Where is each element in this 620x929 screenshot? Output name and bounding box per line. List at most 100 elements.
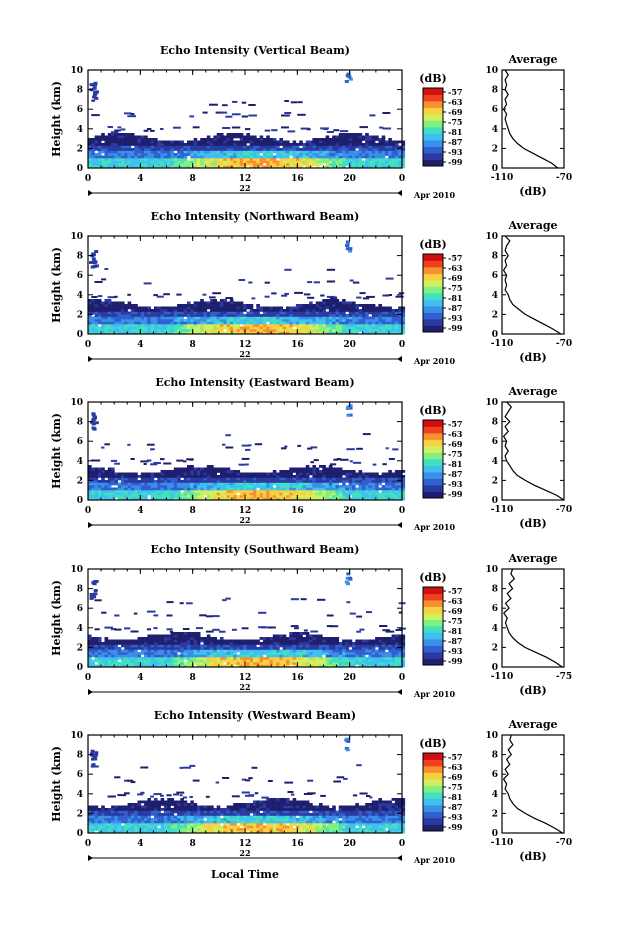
heatmap-cell [305,311,310,315]
heatmap-cell [325,482,330,486]
heatmap-cell [94,306,99,310]
heatmap-cell [150,321,155,325]
heatmap-cell [262,160,267,164]
heatmap-cell [398,148,402,151]
heatmap-cell [239,480,244,483]
heatmap-cell [279,331,283,335]
heatmap-cell [130,652,135,655]
y-tick-label: 2 [77,476,83,486]
heatmap-cell [206,304,211,307]
heatmap-cell [220,165,224,169]
heatmap-cell [210,140,214,144]
heatmap-cell [246,324,250,327]
heatmap-cell [282,637,287,640]
heatmap-cell [206,150,211,154]
heatmap-cell [249,487,254,491]
heatmap-cell [378,155,382,159]
heatmap-cell [338,475,343,478]
heatmap-cell [187,490,191,493]
heatmap-cell [107,487,112,491]
heatmap-cell [253,487,257,491]
heatmap-cell [147,140,151,144]
heatmap-cell [253,480,257,483]
colorbar-tick-label: -81 [448,127,462,137]
heatmap-cell [246,472,250,476]
heatmap-cell [196,326,201,330]
heatmap-cell [256,163,260,166]
heatmap-cell [361,331,366,335]
heatmap-cell [342,316,346,320]
heatmap-cell [193,158,198,161]
heatmap-cell [319,654,323,658]
heatmap-cell [163,150,168,154]
heatmap-cell [101,485,105,488]
heatmap-cell [335,153,340,156]
heatmap-cell [140,495,145,498]
heatmap-cell [322,311,326,315]
heatmap-cell [401,145,406,149]
heatmap-cell [385,480,389,483]
heatmap-cell [203,654,208,658]
heatmap-cell [180,632,184,635]
heatmap-cell [358,495,363,498]
heatmap-cell [134,647,138,650]
heatmap-cell [249,472,254,476]
heatmap-cell [111,331,115,335]
heatmap-cell [190,311,194,315]
heatmap-cell [144,150,148,154]
heatmap-cell [91,639,95,643]
heatmap-cell [286,472,290,476]
heatmap-cell [97,644,102,648]
heatmap-cell [190,148,194,151]
heatmap-cell [121,644,125,648]
heatmap-cell [94,311,99,315]
heatmap-cell [338,309,343,312]
heatmap-cell [361,485,366,488]
heatmap-cell [223,477,227,481]
heatmap-cell [121,497,125,501]
heatmap-cell [352,309,356,312]
y-tick-label: 6 [77,105,83,115]
heatmap-cell [269,306,274,310]
heatmap-cell [144,158,148,161]
heatmap-cell [130,135,135,139]
heatmap-cell [107,477,112,481]
heatmap-cell [292,475,297,478]
heatmap-field [88,404,406,501]
heatmap-cell [127,475,132,478]
heatmap-cell [243,138,247,141]
heatmap-cell [368,324,373,327]
heatmap-cell [371,135,376,139]
heatmap-cell [183,642,188,645]
heatmap-cell [292,632,297,635]
heatmap-cell [253,482,257,486]
heatmap-cell [279,153,283,156]
heatmap-cell [140,306,145,310]
heatmap-cell [213,472,217,476]
heatmap-cell [137,150,142,154]
heatmap-cell [233,311,237,315]
heatmap-cell [196,165,201,169]
heatmap-cell [253,143,257,146]
heatmap-cell [365,145,369,149]
heatmap-cell [177,140,181,144]
heatmap-cell [94,326,99,330]
heatmap-cell [286,652,290,655]
heatmap-cell [111,155,115,159]
heatmap-cell [249,654,254,658]
heatmap-cell [104,443,110,446]
heatmap-cell [375,316,379,320]
heatmap-cell [193,480,198,483]
heatmap-cell [88,470,92,473]
heatmap-cell [130,158,135,161]
heatmap-cell [398,482,402,486]
heatmap-cell [249,647,254,650]
heatmap-cell [312,331,316,335]
heatmap-cell [94,148,99,151]
x-tick-label: 0 [85,174,91,184]
heatmap-cell [233,133,237,136]
heatmap-cell [150,482,155,486]
heatmap-cell [180,492,184,496]
heatmap-cell [388,331,392,335]
heatmap-cell [319,644,323,648]
